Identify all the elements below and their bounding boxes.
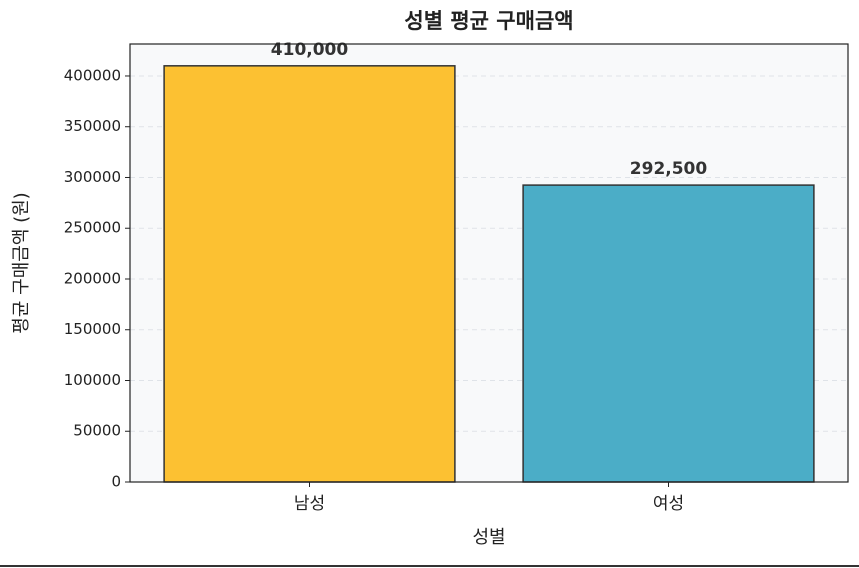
- y-axis-label: 평균 구매금액 (원): [11, 192, 32, 333]
- y-tick-label: 150000: [64, 320, 121, 338]
- y-tick-label: 200000: [64, 269, 121, 287]
- y-tick-label: 400000: [64, 66, 121, 84]
- y-tick-label: 350000: [64, 117, 121, 135]
- y-tick-label: 0: [111, 473, 121, 491]
- y-tick-label: 300000: [64, 168, 121, 186]
- value-label: 410,000: [271, 40, 349, 60]
- bar: [522, 184, 815, 483]
- y-tick-label: 50000: [73, 422, 121, 440]
- x-tick-label: 여성: [653, 494, 684, 514]
- y-tick-label: 250000: [64, 219, 121, 237]
- x-tick-label: 남성: [294, 494, 325, 514]
- value-label: 292,500: [630, 159, 708, 179]
- bar: [163, 65, 456, 483]
- chart-title: 성별 평균 구매금액: [404, 9, 573, 33]
- y-tick-label: 100000: [64, 371, 121, 389]
- plot-frame: [129, 43, 849, 483]
- x-axis-label: 성별: [472, 527, 505, 548]
